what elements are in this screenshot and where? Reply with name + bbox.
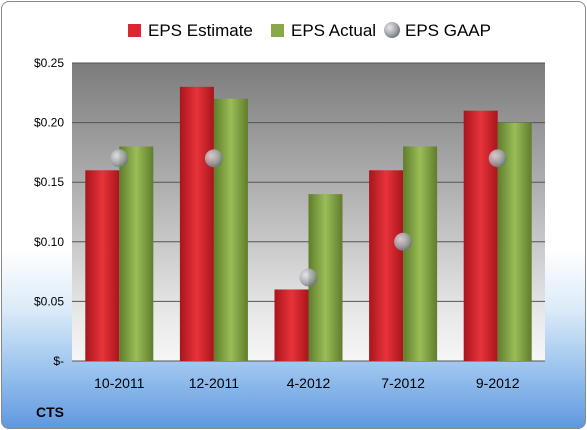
- x-tick-label: 4-2012: [287, 375, 331, 391]
- eps-gaap-marker: [204, 149, 223, 168]
- x-tick-label: 9-2012: [476, 375, 520, 391]
- eps-estimate-bar: [463, 110, 498, 362]
- x-axis-ticks: 10-2011 12-2011 4-2012 7-2012 9-2012: [94, 375, 520, 391]
- legend-label: EPS Actual: [291, 21, 376, 40]
- eps-actual-bar: [213, 98, 248, 361]
- legend-label: EPS GAAP: [405, 21, 491, 40]
- eps-actual-bar: [119, 146, 154, 361]
- x-tick-label: 10-2011: [94, 375, 145, 391]
- ticker-label: CTS: [36, 404, 64, 420]
- y-tick-label: $0.10: [34, 235, 64, 249]
- eps-estimate-bar: [179, 86, 214, 361]
- legend-swatch: [271, 24, 284, 37]
- x-tick-label: 12-2011: [189, 375, 240, 391]
- eps-actual-bar: [403, 146, 438, 361]
- eps-gaap-marker: [488, 149, 507, 168]
- legend-swatch: [384, 22, 400, 38]
- legend-label: EPS Estimate: [148, 21, 253, 40]
- y-tick-label: $0.05: [34, 294, 64, 308]
- x-tick-label: 7-2012: [381, 375, 425, 391]
- eps-estimate-bar: [85, 170, 120, 361]
- y-axis-ticks: $- $0.05 $0.10 $0.15 $0.20 $0.25: [34, 56, 64, 368]
- legend-swatch: [128, 24, 141, 37]
- eps-gaap-marker: [394, 232, 413, 251]
- y-tick-label: $-: [53, 354, 64, 368]
- y-tick-label: $0.25: [34, 56, 64, 70]
- eps-gaap-marker: [299, 268, 318, 287]
- gaap-markers: [110, 149, 507, 287]
- eps-estimate-bar: [274, 289, 309, 361]
- legend: EPS Estimate EPS Actual EPS GAAP: [128, 21, 491, 40]
- y-tick-label: $0.20: [34, 116, 64, 130]
- eps-gaap-marker: [110, 149, 129, 168]
- eps-estimate-bar: [369, 170, 404, 361]
- y-tick-label: $0.15: [34, 175, 64, 189]
